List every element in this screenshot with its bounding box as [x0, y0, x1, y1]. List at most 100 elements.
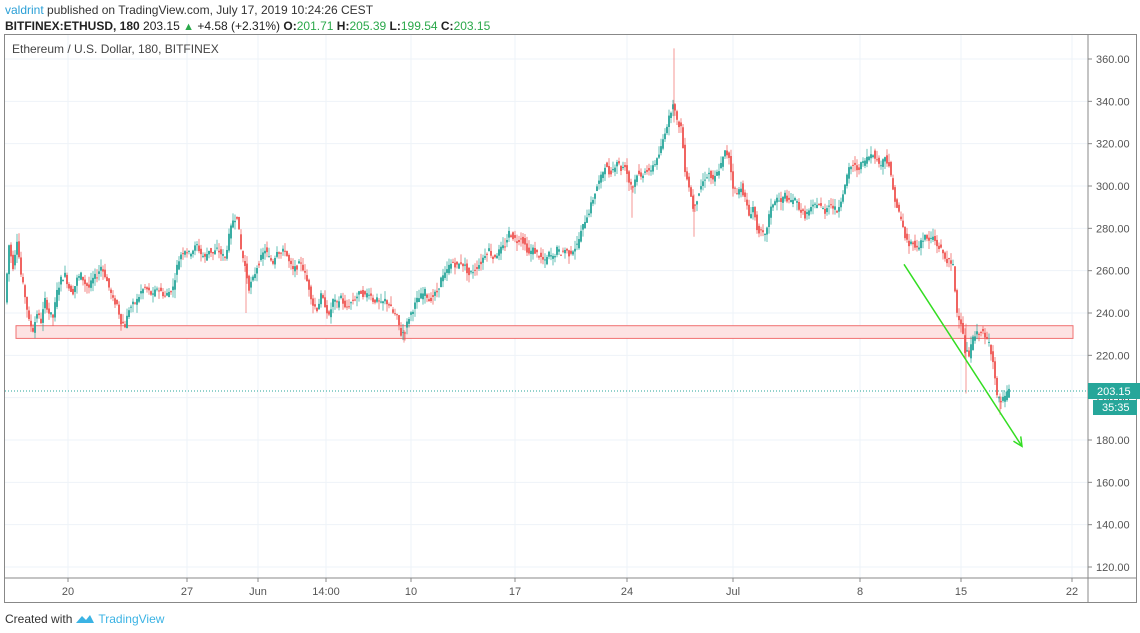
candle-body: [432, 295, 434, 297]
candle-body: [998, 397, 1000, 399]
candle-body: [920, 240, 922, 249]
candle-body: [226, 249, 228, 259]
candle-body: [296, 265, 298, 270]
candle-body: [14, 254, 16, 266]
candle-body: [506, 240, 508, 243]
candle-body: [198, 245, 200, 252]
candle-body: [140, 291, 142, 294]
high-label: H:: [336, 19, 350, 33]
candle-body: [492, 256, 494, 259]
candle-body: [584, 221, 586, 229]
candle-body: [30, 320, 32, 327]
candle-body: [246, 263, 248, 279]
countdown-label-bg: [1093, 400, 1137, 416]
candle-body: [44, 298, 46, 309]
candle-body: [978, 333, 980, 335]
candle-body: [102, 269, 104, 272]
candle-body: [952, 263, 954, 265]
candle-body: [970, 344, 972, 359]
candle-body: [440, 277, 442, 288]
candle-body: [36, 314, 38, 319]
candle-body: [544, 259, 546, 261]
candle-body: [602, 172, 604, 179]
candle-body: [74, 286, 76, 292]
candle-body: [502, 245, 504, 249]
candle-body: [880, 165, 882, 167]
candle-body: [64, 272, 66, 277]
countdown-label: 35:35: [1102, 402, 1130, 414]
candle-body: [766, 227, 768, 235]
candle-body: [842, 194, 844, 202]
candle-body: [104, 269, 106, 278]
candle-body: [142, 289, 144, 294]
candle-body: [658, 154, 660, 158]
candle-body: [224, 256, 226, 258]
candle-body: [922, 240, 924, 242]
candle-body: [536, 249, 538, 253]
candle-body: [546, 257, 548, 265]
candle-body: [350, 302, 352, 304]
candle-body: [616, 162, 618, 167]
candle-body: [784, 192, 786, 199]
candle-body: [106, 276, 108, 282]
candle-body: [796, 201, 798, 203]
candle-body: [438, 288, 440, 290]
candle-body: [836, 210, 838, 213]
candle-body: [746, 199, 748, 206]
candle-body: [460, 262, 462, 264]
candle-body: [654, 164, 656, 166]
candle-body: [850, 166, 852, 170]
candle-body: [32, 328, 34, 332]
candle-body: [204, 254, 206, 257]
candle-body: [356, 296, 358, 299]
author-link[interactable]: valdrint: [5, 3, 44, 17]
candle-body: [400, 328, 402, 336]
candle-body: [84, 279, 86, 285]
candle-body: [548, 251, 550, 257]
candle-body: [908, 240, 910, 247]
candle-body: [200, 248, 202, 255]
candle-body: [94, 273, 96, 279]
candle-body: [86, 283, 88, 286]
candle-body: [424, 288, 426, 296]
candle-body: [116, 299, 118, 305]
candle-body: [966, 350, 968, 352]
candle-body: [358, 291, 360, 295]
candle-body: [774, 201, 776, 206]
candle-body: [678, 121, 680, 128]
candle-body: [804, 210, 806, 219]
candle-body: [982, 328, 984, 332]
candle-body: [520, 238, 522, 240]
candle-body: [22, 276, 24, 283]
candle-body: [76, 277, 78, 286]
candle-body: [162, 292, 164, 297]
candle-body: [890, 161, 892, 176]
candle-body: [152, 293, 154, 295]
candle-body: [70, 285, 72, 293]
candle-body: [800, 209, 802, 213]
current-price-label: 203.15: [1097, 386, 1131, 398]
candle-body: [636, 175, 638, 182]
candle-body: [650, 170, 652, 172]
candle-body: [852, 164, 854, 166]
tradingview-brand-link[interactable]: TradingView: [98, 612, 165, 626]
candle-body: [670, 112, 672, 118]
candle-body: [778, 200, 780, 202]
candle-body: [250, 281, 252, 288]
candle-body: [1008, 388, 1010, 398]
candle-body: [314, 304, 316, 307]
candle-body: [936, 239, 938, 247]
candle-body: [592, 199, 594, 204]
candle-body: [514, 235, 516, 238]
candle-body: [862, 161, 864, 163]
open-value: 201.71: [296, 19, 334, 33]
candle-body: [410, 312, 412, 315]
candle-body: [918, 247, 920, 250]
candle-body: [88, 284, 90, 288]
candle-body: [242, 251, 244, 259]
candle-body: [282, 248, 284, 252]
candle-body: [388, 304, 390, 306]
candle-body: [656, 158, 658, 165]
candle-body: [62, 279, 64, 282]
